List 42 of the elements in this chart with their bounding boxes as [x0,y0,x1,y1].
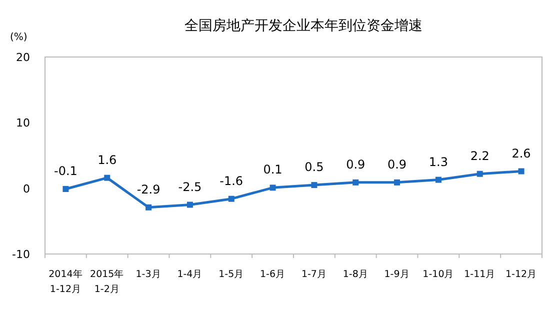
x-tick-label: 1-12月 [506,269,538,280]
chart-title: 全国房地产开发企业本年到位资金增速 [184,18,422,34]
data-label: 1.3 [428,154,448,169]
point [270,184,276,191]
point [62,186,69,192]
x-tick-label: 1-11月 [464,269,496,280]
y-tick-label: 10 [16,116,30,130]
x-tick-label: 1-10月 [422,269,454,280]
data-label: -0.1 [54,164,78,178]
point [476,170,483,177]
point [394,179,400,186]
point [518,168,524,174]
data-label: -1.6 [220,174,244,188]
y-axis-title: (%) [10,32,28,43]
data-label: 0.1 [263,162,282,177]
data-label: 0.9 [346,157,366,172]
point [435,176,442,183]
point [352,179,359,186]
x-tick-label: 1-3月 [136,269,162,280]
point [186,202,193,208]
point [146,204,152,210]
data-label: 0.5 [304,160,324,174]
x-tick-label: 1-7月 [301,269,327,280]
x-tick-label: 2014年 1-12月 [48,268,83,295]
data-label: -2.5 [178,180,202,194]
point [228,196,234,202]
point [104,174,110,181]
y-tick-label: -10 [12,248,30,261]
y-tick-label: 20 [16,51,30,64]
data-label: 2.2 [470,148,490,163]
x-tick-label: 1-5月 [218,269,244,280]
point [311,182,318,188]
data-label: -2.9 [136,182,160,196]
y-tick-label: 0 [23,182,30,196]
data-label: 0.9 [387,157,407,172]
x-tick-label: 1-9月 [384,269,410,280]
x-tick-label: 1-8月 [342,269,368,280]
data-label: 1.6 [98,152,117,167]
data-label: 2.6 [512,146,531,160]
x-tick-label: 2015年 1-2月 [90,268,124,295]
x-tick-label: 1-6月 [260,269,286,280]
x-tick-label: 1-4月 [177,269,203,280]
